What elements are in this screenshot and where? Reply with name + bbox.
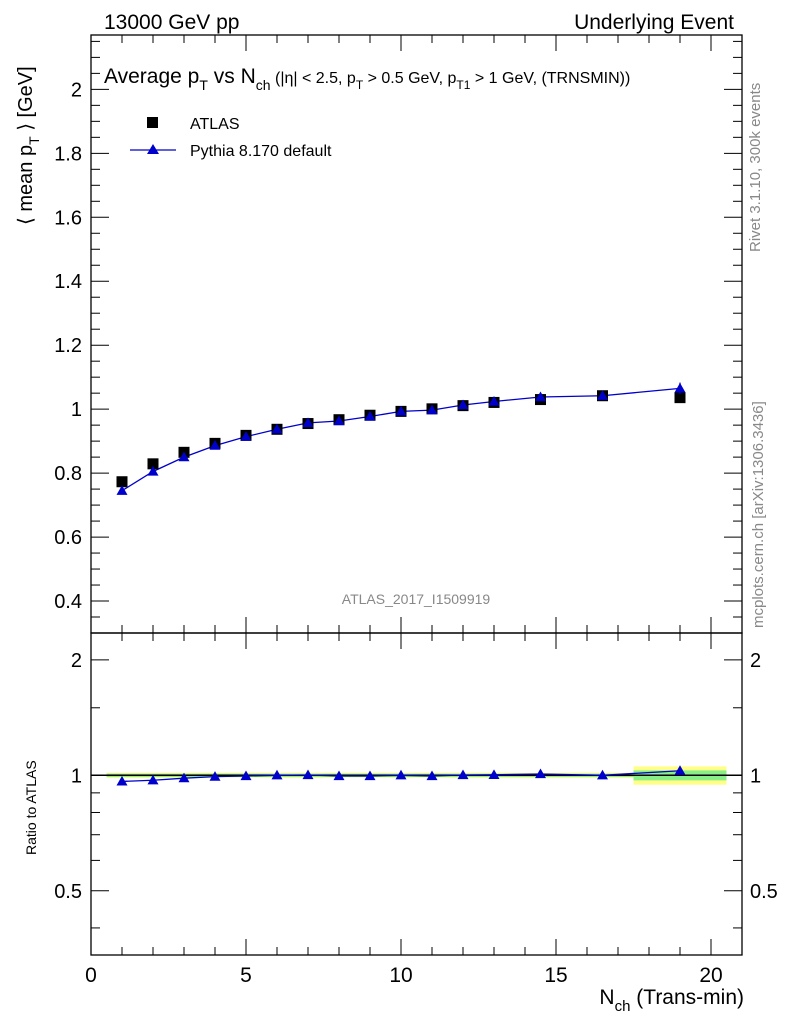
mc-data-point [302, 417, 314, 428]
plot-title: Average pT vs Nch (|η| < 2.5, pT > 0.5 G… [104, 65, 630, 93]
ratio-y-tick-label: 0.5 [54, 881, 82, 903]
legend-data-label: ATLAS [190, 116, 240, 133]
ratio-mc-point [178, 772, 190, 783]
y-tick-label: 1.6 [54, 207, 82, 229]
mc-data-point [535, 391, 546, 402]
ratio-series-layer [116, 765, 686, 786]
mc-data-point [457, 399, 469, 410]
ratio-mc-point [457, 769, 469, 780]
mc-data-point [116, 485, 128, 495]
axis-tick-labels: 0 5 10 15 20 0.4 0.6 0.8 1 1.2 1.4 1.6 1.8 2 0.5 0.5 1 1 2… [54, 79, 778, 987]
mc-data-point [209, 440, 221, 450]
x-tick-label: 10 [389, 964, 412, 987]
ratio-mc-point [426, 770, 438, 781]
ratio-mc-point [535, 768, 546, 779]
atlas-data-point [147, 458, 159, 470]
y-axis-label-main: ⟨ mean pT ⟩ [GeV] [15, 66, 42, 225]
mc-data-point [674, 382, 686, 393]
legend-mc-marker [147, 144, 159, 154]
ratio-mc-point [597, 769, 608, 780]
mc-data-point [597, 390, 608, 400]
mc-data-point [364, 411, 376, 421]
main-series-layer [116, 382, 686, 495]
ratio-mc-point [333, 770, 345, 781]
mc-data-point [240, 431, 252, 441]
y-tick-label: 0.4 [54, 591, 82, 613]
ratio-panel-frame [90, 632, 743, 956]
axis-ticks [90, 35, 743, 955]
legend-data-marker [147, 117, 158, 128]
x-tick-label: 0 [85, 964, 97, 987]
mc-data-point [395, 405, 407, 416]
ratio-mc-line [121, 770, 681, 783]
ratio-mc-point [488, 769, 500, 779]
rivet-info: Rivet 3.1.10, 300k events [747, 83, 764, 252]
ratio-mc-point [240, 770, 252, 781]
ratio-mc-point [271, 769, 283, 780]
ratio-mc-point [674, 765, 686, 775]
y-tick-label: 0.6 [54, 527, 82, 549]
ratio-y-tick-label: 1 [71, 765, 82, 787]
ratio-y-tick-label-right: 2 [750, 650, 761, 672]
main-panel-frame [90, 34, 743, 634]
ratio-y-tick-label-right: 1 [750, 765, 761, 787]
header-left: 13000 GeV pp [104, 11, 239, 34]
analysis-watermark: ATLAS_2017_I1509919 [342, 591, 491, 607]
ratio-y-tick-label: 2 [71, 650, 82, 672]
y-tick-label: 1.2 [54, 335, 82, 357]
ratio-mc-point [302, 769, 314, 780]
y-tick-label: 2 [71, 79, 82, 101]
y-tick-label: 0.8 [54, 463, 82, 485]
x-tick-label: 15 [544, 964, 567, 987]
x-tick-label: 5 [240, 964, 252, 987]
x-tick-label: 20 [699, 964, 722, 987]
y-tick-label: 1 [71, 399, 82, 421]
legend-mc-label: Pythia 8.170 default [190, 143, 332, 160]
mc-data-point [488, 395, 500, 406]
ratio-mc-point [364, 770, 376, 781]
mc-data-point [333, 415, 345, 426]
atlas-data-point [116, 476, 128, 488]
ratio-y-tick-label-right: 0.5 [750, 881, 778, 903]
atlas-data-point [674, 392, 686, 404]
mc-data-point [271, 423, 283, 434]
legend: ATLAS Pythia 8.170 default [130, 116, 332, 160]
x-axis-label: Nch (Trans-min) [599, 986, 744, 1015]
mc-data-point [178, 451, 190, 462]
header-right: Underlying Event [574, 11, 734, 34]
ratio-mc-point [147, 774, 159, 785]
mc-data-point [147, 466, 159, 476]
y-tick-label: 1.4 [54, 271, 82, 293]
ratio-mc-point [209, 771, 221, 781]
y-tick-label: 1.8 [54, 143, 82, 165]
ratio-mc-point [395, 769, 407, 780]
mc-data-point [426, 404, 438, 415]
ratio-mc-point [116, 775, 128, 786]
mc-line [121, 387, 681, 492]
mcplots-info: mcplots.cern.ch [arXiv:1306.3436] [750, 401, 767, 628]
y-axis-label-ratio: Ratio to ATLAS [23, 760, 39, 855]
